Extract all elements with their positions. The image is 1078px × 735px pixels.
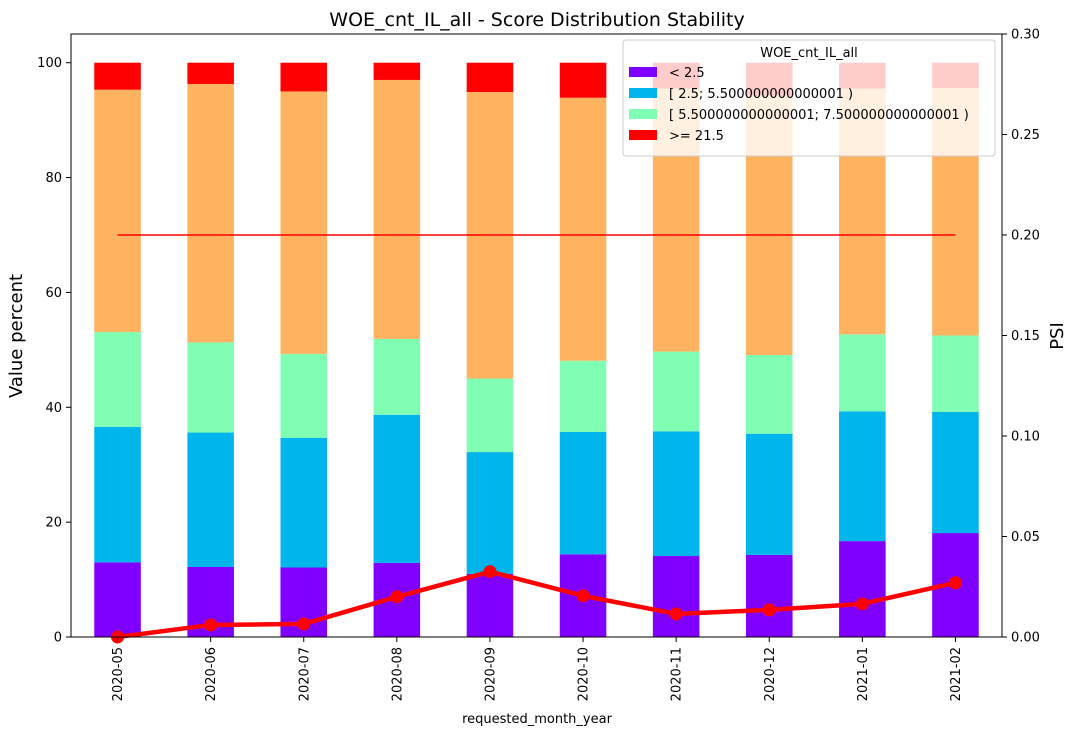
psi-point-2020-12 bbox=[762, 603, 776, 617]
bar-2020-08-series-2 bbox=[373, 338, 421, 415]
psi-point-2021-01 bbox=[855, 597, 869, 611]
y2-tick-label: 0.05 bbox=[1011, 530, 1040, 545]
y-tick-label: 20 bbox=[45, 516, 62, 531]
bar-2020-06-series-3 bbox=[187, 83, 234, 343]
legend: WOE_cnt_IL_all < 2.5 [ 2.5; 5.500000000000… bbox=[622, 39, 996, 157]
bar-2020-07-series-1 bbox=[280, 437, 328, 568]
bar-2020-07-series-3 bbox=[280, 91, 328, 354]
y2-tick-label: 0.00 bbox=[1011, 631, 1040, 646]
y-tick-label: 40 bbox=[45, 401, 62, 416]
x-tick-label-2020-11: 2020-11 bbox=[670, 647, 685, 701]
bar-2021-01-series-2 bbox=[839, 334, 886, 412]
x-tick-label-2021-01: 2021-01 bbox=[856, 647, 871, 701]
legend-swatch bbox=[629, 109, 657, 119]
legend-label: [ 2.5; 5.500000000000001 ) bbox=[669, 87, 853, 102]
y2-tick-label: 0.30 bbox=[1011, 28, 1040, 43]
y-tick-label: 60 bbox=[45, 286, 62, 301]
x-tick-label-2020-06: 2020-06 bbox=[204, 647, 219, 701]
legend-label: < 2.5 bbox=[669, 66, 705, 81]
y-tick-label: 80 bbox=[45, 171, 62, 186]
x-tick-label-2020-07: 2020-07 bbox=[297, 647, 312, 701]
bar-2020-11-series-1 bbox=[652, 431, 700, 557]
legend-swatch bbox=[629, 130, 657, 140]
bar-2020-12-series-0 bbox=[745, 554, 793, 637]
bar-2020-09-series-2 bbox=[466, 378, 514, 453]
bar-2021-01-series-1 bbox=[839, 411, 886, 542]
x-tick-label-2020-10: 2020-10 bbox=[577, 647, 592, 701]
bar-2020-11-series-0 bbox=[652, 556, 700, 637]
legend-swatch bbox=[629, 67, 657, 77]
legend-label: [ 5.500000000000001; 7.500000000000001 ) bbox=[669, 108, 969, 123]
bar-2020-09-series-1 bbox=[466, 452, 514, 574]
psi-point-2020-09 bbox=[483, 565, 497, 579]
x-axis-title: requested_month_year bbox=[462, 712, 613, 727]
x-tick-label-2020-05: 2020-05 bbox=[111, 647, 126, 701]
bar-2020-08-series-3 bbox=[373, 79, 421, 339]
bar-2020-11-series-2 bbox=[652, 351, 700, 432]
bar-2021-02-series-1 bbox=[932, 411, 979, 534]
x-tick-label-2020-08: 2020-08 bbox=[390, 647, 405, 701]
bar-2021-02-series-2 bbox=[932, 335, 979, 412]
bar-2020-10-series-4 bbox=[559, 62, 607, 98]
y2-axis-title: PSI bbox=[1047, 322, 1068, 350]
x-tick-label-2020-09: 2020-09 bbox=[483, 647, 498, 701]
x-tick-label-2020-12: 2020-12 bbox=[763, 647, 778, 701]
bar-2020-07-series-2 bbox=[280, 353, 328, 438]
legend-label: >= 21.5 bbox=[669, 129, 724, 144]
y2-tick-label: 0.25 bbox=[1011, 128, 1040, 143]
bar-2020-08-series-1 bbox=[373, 414, 421, 563]
bar-2020-07-series-4 bbox=[280, 62, 328, 92]
psi-point-2021-02 bbox=[948, 576, 962, 590]
bar-2020-05-series-1 bbox=[94, 426, 141, 563]
bar-2020-12-series-2 bbox=[745, 355, 793, 434]
bar-2020-06-series-4 bbox=[187, 62, 234, 84]
bar-2020-06-series-1 bbox=[187, 432, 234, 567]
y-tick-label: 0 bbox=[54, 631, 62, 646]
bar-2020-10-series-1 bbox=[559, 431, 607, 555]
bar-2020-05-series-3 bbox=[94, 89, 141, 333]
y-axis-title: Value percent bbox=[6, 274, 27, 398]
bar-2020-10-series-3 bbox=[559, 97, 607, 361]
psi-point-2020-07 bbox=[297, 617, 311, 631]
bar-2020-06-series-2 bbox=[187, 342, 234, 433]
psi-point-2020-06 bbox=[204, 618, 218, 632]
lines-layer bbox=[111, 234, 962, 644]
bar-2021-01-series-0 bbox=[839, 541, 886, 637]
legend-box bbox=[622, 39, 996, 157]
bar-2020-12-series-1 bbox=[745, 433, 793, 555]
legend-swatch bbox=[629, 88, 657, 98]
x-tick-label-2021-02: 2021-02 bbox=[949, 647, 964, 701]
y2-tick-label: 0.10 bbox=[1011, 430, 1040, 445]
axes-layer: 0 20 40 60 80 100 0.00 0.05 0.10 0.15 0.20 0.25 0.30… bbox=[37, 28, 1040, 702]
psi-point-2020-11 bbox=[669, 607, 683, 621]
bar-2020-10-series-2 bbox=[559, 360, 607, 432]
bar-2020-05-series-4 bbox=[94, 62, 141, 90]
legend-title: WOE_cnt_IL_all bbox=[760, 46, 858, 61]
y2-tick-label: 0.20 bbox=[1011, 229, 1040, 244]
chart-title: WOE_cnt_IL_all - Score Distribution Stab… bbox=[329, 9, 744, 31]
bar-2020-09-series-0 bbox=[466, 573, 514, 637]
psi-point-2020-08 bbox=[390, 590, 404, 604]
psi-point-2020-10 bbox=[576, 589, 590, 603]
y2-tick-label: 0.15 bbox=[1011, 329, 1040, 344]
bar-2020-08-series-4 bbox=[373, 62, 421, 80]
bar-2020-05-series-0 bbox=[94, 562, 141, 637]
bar-2020-05-series-2 bbox=[94, 332, 141, 427]
bar-2020-09-series-4 bbox=[466, 62, 514, 93]
psi-line bbox=[117, 569, 956, 640]
y-tick-label: 100 bbox=[37, 56, 62, 71]
